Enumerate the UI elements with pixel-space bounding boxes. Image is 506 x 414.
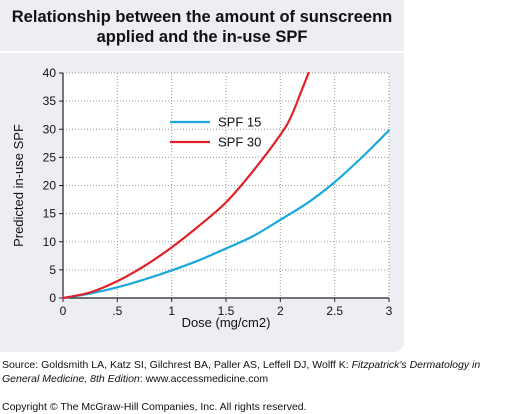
x-tick-label: 3 <box>386 304 393 318</box>
y-tick-label: 10 <box>43 235 57 249</box>
chart-title-line-2: applied and the in-use SPF <box>96 28 308 46</box>
source-citation: Source: Goldsmith LA, Katz SI, Gilchrest… <box>2 358 506 386</box>
title-divider <box>0 51 404 53</box>
source-prefix: Source: Goldsmith LA, Katz SI, Gilchrest… <box>2 359 352 371</box>
y-tick-label: 40 <box>43 66 57 80</box>
y-tick-label: 20 <box>43 179 57 193</box>
x-axis-label: Dose (mg/cm2) <box>182 315 271 330</box>
y-axis-label: Predicted in-use SPF <box>11 124 26 247</box>
y-tick-label: 15 <box>43 207 57 221</box>
series-line-spf-30 <box>61 71 310 300</box>
x-tick-label: 1.5 <box>218 304 235 318</box>
legend: SPF 15 SPF 30 <box>170 115 261 150</box>
chart-title-line-1: Relationship between the amount of sunsc… <box>11 8 393 26</box>
x-tick-label: 0 <box>60 304 67 318</box>
x-tick-label: 2 <box>277 304 284 318</box>
y-tick-label: 5 <box>49 263 56 277</box>
axes <box>59 72 390 302</box>
y-tick-label: 25 <box>43 150 57 164</box>
legend-label-spf-15: SPF 15 <box>218 115 261 130</box>
legend-label-spf-30: SPF 30 <box>218 135 261 150</box>
x-tick-label: .5 <box>112 304 122 318</box>
x-tick-label: 1 <box>168 304 175 318</box>
source-book-title: Fitzpatrick's Dermatology in General Med… <box>2 359 481 385</box>
y-tick-label: 30 <box>43 122 57 136</box>
y-tick-label: 35 <box>43 94 57 108</box>
series-line-spf-15 <box>61 129 391 300</box>
data-series <box>61 71 391 300</box>
x-tick-label: 2.5 <box>326 304 343 318</box>
chart-title: Relationship between the amount of sunsc… <box>0 7 404 47</box>
grid-lines <box>63 72 390 298</box>
copyright-notice: Copyright © The McGraw-Hill Companies, I… <box>2 401 307 413</box>
source-suffix: : www.accessmedicine.com <box>139 373 269 385</box>
y-tick-label: 0 <box>49 291 56 305</box>
